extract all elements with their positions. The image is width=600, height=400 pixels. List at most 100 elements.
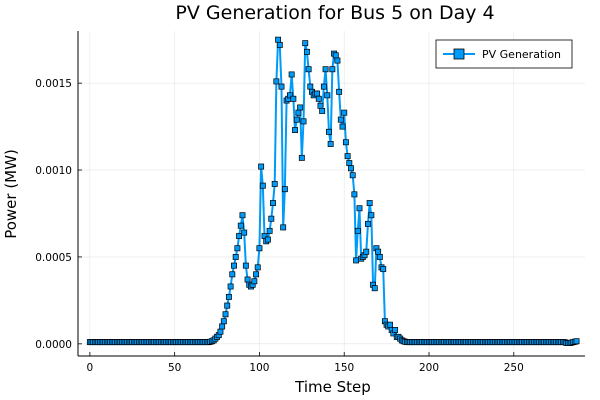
data-point [376, 253, 383, 260]
data-point [273, 78, 280, 85]
data-point [303, 48, 310, 55]
data-point [392, 326, 399, 333]
data-point [342, 139, 349, 146]
data-point [371, 285, 378, 292]
data-point [344, 153, 351, 160]
legend-marker-swatch [453, 48, 465, 60]
data-point [334, 57, 341, 64]
series-line [89, 38, 577, 344]
data-point [354, 227, 361, 234]
data-point [244, 276, 251, 283]
data-point [236, 233, 243, 240]
legend-label: PV Generation [482, 48, 561, 61]
axes [77, 31, 585, 357]
data-point [268, 215, 275, 222]
data-point [315, 95, 322, 102]
data-point [237, 222, 244, 229]
data-point [353, 257, 360, 264]
series-pv-generation [86, 36, 580, 346]
data-point [322, 66, 329, 73]
data-point [229, 271, 236, 278]
data-point [307, 83, 314, 90]
data-point [253, 271, 259, 278]
data-point [320, 83, 327, 90]
data-point [319, 107, 326, 114]
data-point [324, 92, 331, 99]
data-point [341, 109, 348, 116]
data-point [270, 200, 276, 207]
data-point [256, 245, 263, 252]
x-tick-label: 200 [419, 362, 439, 374]
data-point [351, 191, 358, 198]
data-point [290, 95, 297, 102]
data-point [339, 123, 346, 130]
data-point [251, 278, 258, 285]
y-tick-label: 0.0015 [35, 78, 72, 90]
data-point [380, 266, 387, 273]
data-point [231, 262, 237, 269]
data-point [280, 224, 287, 231]
data-point [241, 229, 248, 236]
data-point [363, 248, 370, 255]
data-point [366, 200, 373, 207]
data-point [275, 36, 282, 43]
data-point [346, 160, 353, 167]
data-point [254, 264, 261, 271]
data-point [368, 212, 375, 219]
y-tick-label: 0.0000 [35, 339, 72, 351]
data-point [573, 338, 580, 345]
data-point [292, 127, 298, 134]
data-point [348, 165, 354, 172]
data-point [375, 248, 382, 255]
data-point [242, 262, 249, 269]
legend: PV Generation [435, 39, 573, 69]
data-point [356, 205, 363, 212]
data-point [227, 283, 234, 290]
data-point [332, 52, 339, 59]
x-tick-label: 150 [334, 362, 354, 374]
data-point [217, 328, 224, 335]
data-point [259, 182, 266, 189]
x-tick-label: 50 [168, 362, 181, 374]
data-point [220, 318, 227, 325]
data-point [295, 109, 302, 116]
data-point [298, 154, 305, 161]
data-point [276, 41, 283, 48]
data-point [234, 245, 241, 252]
y-axis-title: Power (MW) [2, 149, 20, 239]
data-point [314, 90, 321, 97]
data-point [224, 302, 231, 309]
data-point [387, 321, 393, 328]
data-point [222, 311, 229, 318]
data-point [225, 293, 232, 300]
x-tick-labels: 0 50 100 150 200 250 [87, 362, 524, 374]
data-point [271, 180, 278, 187]
data-point [281, 186, 288, 193]
data-point [300, 118, 307, 125]
y-tick-label: 0.0005 [35, 252, 72, 264]
data-point [326, 128, 332, 135]
data-point [219, 323, 226, 330]
data-point [288, 71, 295, 78]
x-tick-label: 100 [249, 362, 269, 374]
data-point [293, 116, 300, 123]
data-point [264, 236, 271, 243]
data-point [297, 104, 304, 111]
data-point [336, 88, 343, 95]
data-point [365, 220, 371, 227]
data-point [287, 92, 293, 99]
data-point [239, 212, 246, 219]
data-point [329, 66, 336, 73]
data-point [317, 102, 324, 109]
x-tick-label: 0 [87, 362, 94, 374]
data-point [266, 227, 273, 234]
x-axis-title: Time Step [294, 378, 371, 396]
data-point [327, 141, 334, 147]
data-point [232, 253, 239, 260]
data-point [302, 40, 309, 47]
y-tick-labels: 0.0000 0.0005 0.0010 0.0015 [35, 78, 72, 351]
data-point [278, 83, 285, 90]
data-point [337, 116, 344, 123]
chart-title: PV Generation for Bus 5 on Day 4 [175, 2, 494, 24]
